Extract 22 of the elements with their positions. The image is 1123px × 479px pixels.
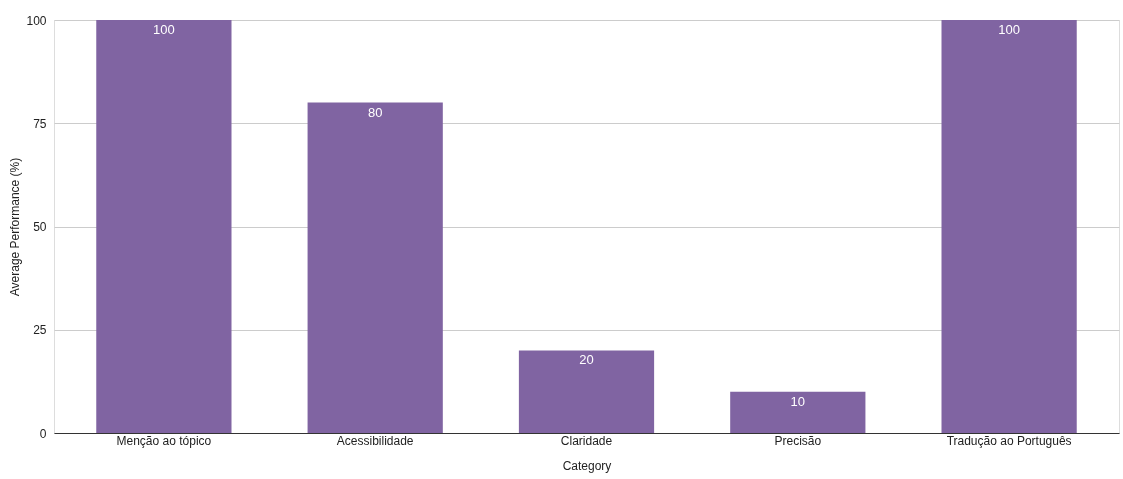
y-axis-title: Average Performance (%) (8, 157, 23, 297)
x-axis-title: Category (562, 458, 612, 473)
y-tick-label: 0 (39, 426, 47, 441)
x-tick-label: Acessibilidade (336, 433, 414, 448)
x-tick-label: Precisão (774, 433, 822, 448)
bar (518, 350, 655, 433)
bar (941, 20, 1077, 433)
bar (730, 391, 866, 433)
y-tick-label: 50 (33, 220, 47, 234)
bar (307, 102, 443, 433)
x-tick-label: Menção ao tópico (116, 433, 212, 448)
data-label: 20 (579, 352, 594, 368)
bar (96, 20, 232, 433)
data-label: 100 (998, 22, 1020, 37)
y-tick-label: 100 (26, 13, 47, 28)
y-tick-label: 75 (33, 116, 47, 131)
x-tick-label: Tradução ao Português (946, 433, 1072, 448)
data-label: 80 (367, 104, 383, 120)
x-tick-label: Claridade (560, 433, 613, 448)
y-tick-label: 25 (33, 323, 47, 338)
data-label: 100 (153, 22, 175, 37)
data-label: 10 (790, 393, 806, 409)
